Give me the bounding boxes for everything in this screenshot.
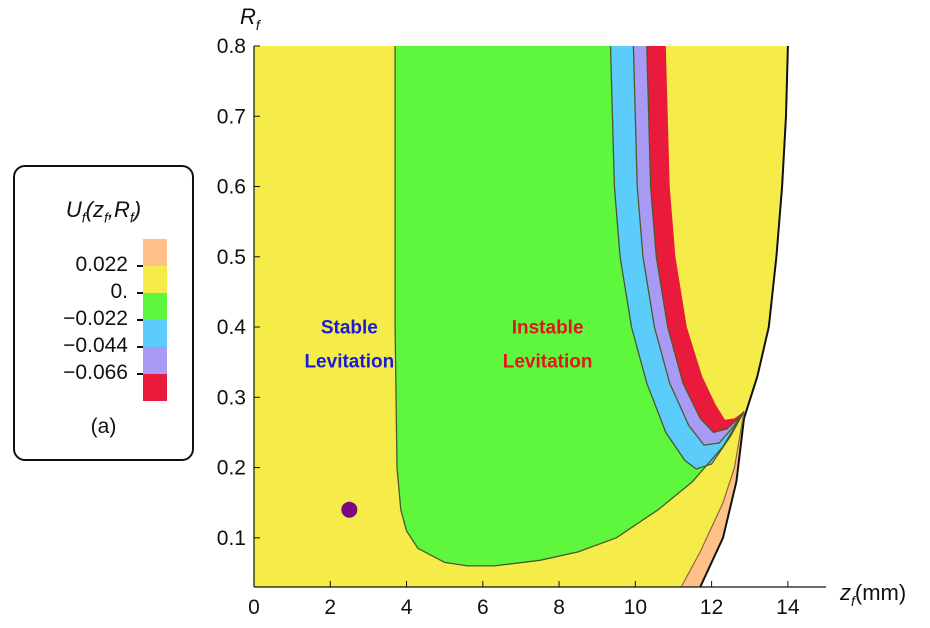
- legend-boundary-label: −0.066: [63, 361, 128, 384]
- y-tick-label: 0.7: [217, 105, 246, 128]
- x-tick-label: 14: [776, 596, 800, 619]
- contour-m0044: [632, 46, 745, 446]
- panel-label: (a): [90, 415, 117, 438]
- legend-swatch: [143, 239, 167, 266]
- contour-regions: [254, 46, 788, 587]
- annotation-label: Levitation: [304, 352, 394, 373]
- x-tick-label: 10: [624, 596, 647, 619]
- x-axis-label: zf(mm): [839, 580, 906, 609]
- contour-lines: [394, 46, 789, 587]
- y-tick-label: 0.6: [217, 176, 246, 199]
- legend-swatch: [143, 266, 167, 293]
- legend-boundary-label: 0.: [110, 280, 128, 303]
- x-tick-label: 4: [401, 596, 413, 619]
- region-red: [646, 46, 744, 433]
- y-tick-label: 0.2: [217, 457, 246, 480]
- legend: Uf(zf,Rf) 0.022 0. −0.022 −0.044 −0.066 (a): [13, 165, 194, 461]
- contour-p0022: [680, 411, 745, 587]
- legend-tick: [137, 265, 143, 267]
- contour-m0066: [646, 46, 745, 434]
- axes: [253, 46, 826, 588]
- region-purple: [633, 46, 744, 446]
- x-tick-label: 8: [553, 596, 565, 619]
- annotation-label: Levitation: [503, 352, 593, 373]
- x-tick-label: 6: [477, 596, 489, 619]
- legend-swatch: [143, 374, 167, 401]
- x-tick-label: 0: [248, 596, 260, 619]
- legend-boundary-label: −0.044: [63, 334, 128, 357]
- region-blue: [610, 46, 744, 469]
- legend-tick: [137, 319, 143, 321]
- legend-swatch: [143, 293, 167, 320]
- x-tick-label: 12: [700, 596, 723, 619]
- annotations: Stable Levitation Instable Levitation: [304, 318, 592, 518]
- y-tick-label: 0.3: [217, 386, 246, 409]
- legend-swatch: [143, 347, 167, 374]
- y-tick-label: 0.1: [217, 527, 246, 550]
- legend-boundary-label: 0.022: [75, 253, 128, 276]
- y-tick-label: 0.8: [217, 35, 246, 58]
- legend-tick: [137, 373, 143, 375]
- y-tick-label: 0.4: [217, 316, 247, 339]
- y-tick-label: 0.5: [217, 246, 246, 269]
- legend-tick: [137, 346, 143, 348]
- legend-title: Uf(zf,Rf): [65, 197, 142, 226]
- legend-swatch: [143, 320, 167, 347]
- annotation-label: Instable: [512, 318, 584, 339]
- tick-labels: 0 2 4 6 8 10 12 14 0.1 0.2 0.3 0.4 0.5 0.6 0.7 0.8: [217, 35, 800, 619]
- contour-m0022: [609, 46, 745, 470]
- marker-point: [341, 501, 358, 518]
- x-tick-label: 2: [324, 596, 336, 619]
- contour-zero: [394, 46, 745, 567]
- y-axis-label: Rf: [240, 4, 262, 33]
- annotation-label: Stable: [321, 318, 378, 339]
- region-green: [395, 46, 744, 566]
- legend-tick: [137, 292, 143, 294]
- black-boundary-curve: [699, 46, 789, 587]
- legend-boundary-label: −0.022: [63, 307, 128, 330]
